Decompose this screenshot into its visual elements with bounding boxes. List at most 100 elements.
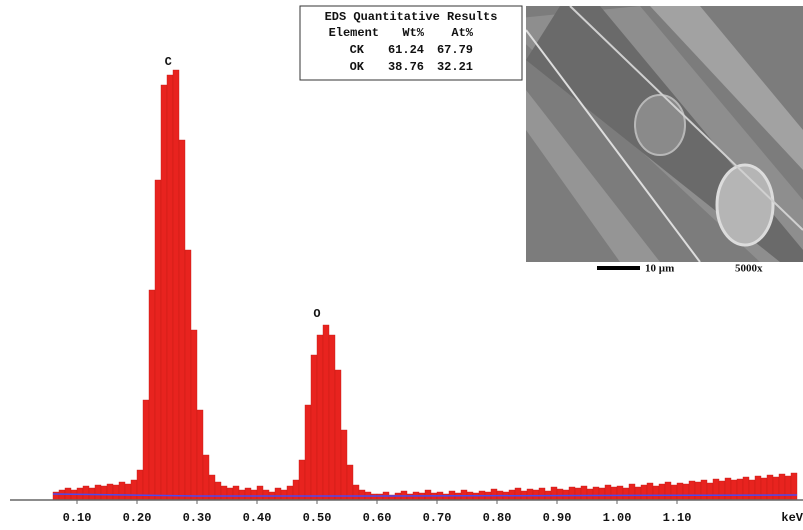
bar xyxy=(214,481,222,501)
bar xyxy=(622,487,630,501)
x-tick-label: 0.70 xyxy=(423,511,452,525)
bar xyxy=(202,454,210,501)
bar xyxy=(322,324,330,501)
bar xyxy=(256,485,264,501)
bar xyxy=(100,485,108,501)
plot-area xyxy=(52,69,798,501)
bar xyxy=(244,487,252,501)
bar xyxy=(298,459,306,501)
bar xyxy=(688,480,696,501)
bar xyxy=(658,483,666,501)
bar xyxy=(172,69,180,501)
bar xyxy=(550,486,558,501)
bar xyxy=(766,474,774,501)
bar xyxy=(442,493,450,501)
bar xyxy=(370,493,378,501)
x-tick-label: 0.90 xyxy=(543,511,572,525)
bar xyxy=(304,404,312,501)
bar xyxy=(238,489,246,501)
bar xyxy=(718,480,726,501)
bar xyxy=(682,483,690,501)
bar xyxy=(778,473,786,501)
bar xyxy=(52,491,60,501)
bar xyxy=(160,84,168,501)
bar xyxy=(346,464,354,501)
bar xyxy=(514,487,522,501)
table-cell: 32.21 xyxy=(437,60,473,74)
bar xyxy=(106,483,114,501)
table-cell: 61.24 xyxy=(388,43,424,57)
bar xyxy=(196,409,204,501)
background-line xyxy=(52,493,798,497)
bar xyxy=(220,485,228,501)
x-tick-label: 0.40 xyxy=(243,511,272,525)
table-cell: 67.79 xyxy=(437,43,473,57)
x-tick-label: 1.00 xyxy=(603,511,632,525)
bar xyxy=(724,477,732,501)
bar xyxy=(184,249,192,501)
bar xyxy=(616,485,624,501)
bar xyxy=(568,486,576,501)
bar xyxy=(790,472,798,501)
bar xyxy=(676,482,684,501)
bar xyxy=(118,481,126,501)
bar xyxy=(292,479,300,501)
peak-label: C xyxy=(165,55,172,69)
sem-image xyxy=(526,6,803,262)
x-tick-label: 0.10 xyxy=(63,511,92,525)
bar xyxy=(664,481,672,501)
bar xyxy=(586,488,594,501)
bar xyxy=(640,484,648,501)
bar xyxy=(730,479,738,501)
bar xyxy=(178,139,186,501)
table-header: Wt% xyxy=(402,26,424,40)
bar xyxy=(592,486,600,501)
bar xyxy=(646,482,654,501)
bar xyxy=(280,489,288,501)
bar xyxy=(124,483,132,501)
bar xyxy=(580,485,588,501)
bar xyxy=(736,478,744,501)
x-axis-label: keV xyxy=(781,511,803,525)
x-tick-label: 0.80 xyxy=(483,511,512,525)
bar xyxy=(352,484,360,501)
bar xyxy=(598,487,606,501)
x-tick-label: 1.10 xyxy=(663,511,692,525)
bar xyxy=(784,475,792,501)
bar xyxy=(376,493,384,501)
x-tick-label: 0.30 xyxy=(183,511,212,525)
scale-label: 10 µm xyxy=(645,263,674,275)
bar xyxy=(652,485,660,501)
bar xyxy=(274,487,282,501)
table-header: Element xyxy=(329,26,379,40)
bar xyxy=(166,74,174,501)
bar xyxy=(610,486,618,501)
bar xyxy=(316,334,324,501)
bar xyxy=(58,489,66,501)
scale-bar xyxy=(597,266,640,270)
bar xyxy=(490,488,498,501)
bar xyxy=(250,489,258,501)
x-tick-label: 0.20 xyxy=(123,511,152,525)
bar xyxy=(148,289,156,501)
results-box xyxy=(299,5,523,81)
bar xyxy=(154,179,162,501)
table-cell: CK xyxy=(350,43,365,57)
bar xyxy=(142,399,150,501)
bar xyxy=(538,487,546,501)
bar xyxy=(604,484,612,501)
bar xyxy=(460,489,468,501)
magnification: 5000x xyxy=(735,263,763,275)
bar xyxy=(82,485,90,501)
bar xyxy=(748,479,756,501)
bar xyxy=(670,484,678,501)
bar xyxy=(628,483,636,501)
bar xyxy=(526,488,534,501)
bar xyxy=(94,484,102,501)
bar xyxy=(694,481,702,501)
bar xyxy=(190,329,198,501)
bar xyxy=(700,479,708,501)
table-header: At% xyxy=(451,26,473,40)
